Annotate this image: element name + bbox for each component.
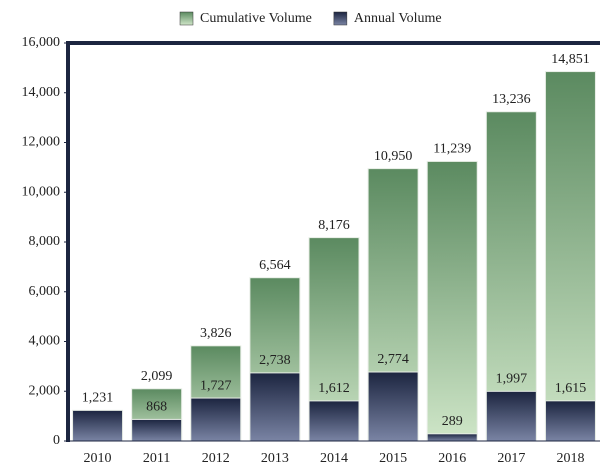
data-label: 1,615 bbox=[555, 381, 587, 396]
legend-label: Cumulative Volume bbox=[200, 11, 312, 26]
y-tick-label: 2,000 bbox=[29, 383, 61, 398]
data-label: 868 bbox=[146, 400, 167, 415]
data-label: 8,176 bbox=[318, 218, 350, 233]
bar bbox=[367, 371, 419, 442]
x-tick-label: 2010 bbox=[84, 451, 112, 466]
data-label: 2,774 bbox=[377, 352, 409, 367]
bar bbox=[544, 71, 596, 442]
x-tick-label: 2014 bbox=[320, 451, 348, 466]
data-label: 2,738 bbox=[259, 353, 291, 368]
x-tick-label: 2018 bbox=[556, 451, 584, 466]
bar bbox=[308, 400, 360, 442]
data-label: 1,231 bbox=[82, 391, 114, 406]
bar bbox=[426, 160, 478, 442]
x-tick-label: 2012 bbox=[202, 451, 230, 466]
y-tick-label: 12,000 bbox=[22, 135, 61, 150]
data-label: 13,236 bbox=[492, 92, 531, 107]
bar bbox=[131, 418, 183, 442]
legend-swatch bbox=[179, 11, 194, 26]
x-tick-label: 2017 bbox=[497, 451, 525, 466]
legend-label: Annual Volume bbox=[354, 11, 442, 26]
legend-swatch bbox=[333, 11, 348, 26]
x-tick-label: 2015 bbox=[379, 451, 407, 466]
data-label: 2,099 bbox=[141, 369, 173, 384]
y-tick-label: 10,000 bbox=[22, 184, 61, 199]
data-label: 1,612 bbox=[318, 381, 350, 396]
data-label: 14,851 bbox=[551, 52, 590, 67]
data-label: 3,826 bbox=[200, 326, 232, 341]
y-tick-label: 16,000 bbox=[22, 35, 61, 50]
bar bbox=[485, 111, 537, 442]
data-label: 1,727 bbox=[200, 378, 232, 393]
data-label: 1,997 bbox=[496, 372, 528, 387]
data-label: 10,950 bbox=[374, 149, 413, 164]
y-tick-label: 8,000 bbox=[29, 234, 61, 249]
x-tick-label: 2016 bbox=[438, 451, 466, 466]
bar bbox=[544, 400, 596, 442]
plot-area bbox=[72, 71, 596, 442]
bar bbox=[485, 390, 537, 442]
y-tick-label: 6,000 bbox=[29, 284, 61, 299]
y-tick-label: 14,000 bbox=[22, 85, 61, 100]
x-tick-label: 2011 bbox=[143, 451, 170, 466]
bar bbox=[249, 372, 301, 442]
x-tick-label: 2013 bbox=[261, 451, 289, 466]
bar bbox=[190, 397, 242, 442]
data-label: 6,564 bbox=[259, 258, 291, 273]
bar bbox=[426, 433, 478, 442]
bar bbox=[72, 409, 124, 442]
data-label: 11,239 bbox=[433, 142, 471, 157]
y-tick-label: 4,000 bbox=[29, 334, 61, 349]
data-label: 289 bbox=[442, 414, 463, 429]
y-tick-label: 0 bbox=[53, 433, 60, 448]
